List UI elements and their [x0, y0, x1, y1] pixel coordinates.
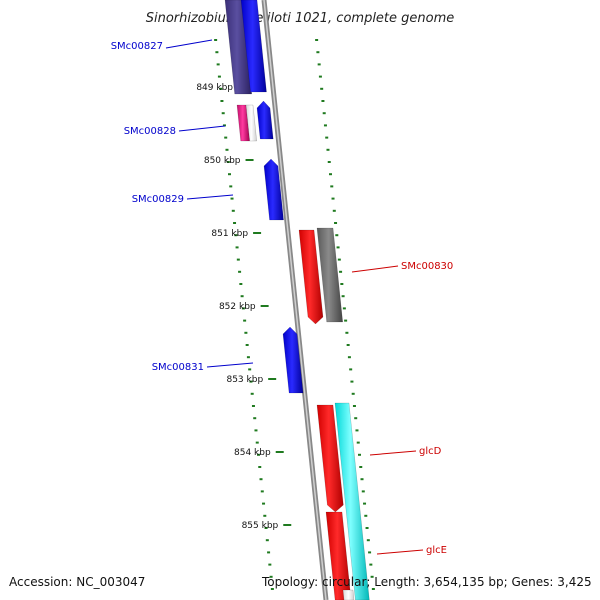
- gene-bar-smc00830[interactable]: [298, 229, 324, 325]
- gene-leader-line: [376, 549, 424, 555]
- gene-bar-smc00829[interactable]: [263, 158, 284, 221]
- dotted-track-left: [214, 39, 274, 590]
- gene-label-smc00828[interactable]: SMc00828: [124, 126, 176, 137]
- kbp-tick-label: 853 kbp: [226, 375, 263, 385]
- gene-bar-glcd-ortholog[interactable]: [334, 402, 370, 600]
- kbp-tick-label: 850 kbp: [204, 156, 241, 166]
- gene-bar-smc00827[interactable]: [240, 0, 267, 93]
- gene-leader-line: [165, 39, 213, 49]
- kbp-tick-label: 852 kbp: [219, 302, 256, 312]
- gene-bar-glce[interactable]: [325, 511, 352, 600]
- map-title: Sinorhizobium meliloti 1021, complete ge…: [146, 11, 455, 26]
- kbp-tick-label: 854 kbp: [234, 448, 271, 458]
- gene-bar-smc00827-ortholog[interactable]: [224, 0, 252, 95]
- gene-label-smc00829[interactable]: SMc00829: [132, 194, 184, 205]
- kbp-tick-label: 851 kbp: [211, 229, 248, 239]
- kbp-tick-label: 855 kbp: [242, 521, 279, 531]
- gene-features: [224, 0, 370, 600]
- gene-leader-line: [369, 450, 417, 456]
- backbone-line: [261, 0, 329, 600]
- gene-label-glcd[interactable]: glcD: [419, 446, 442, 457]
- gene-leader-line: [206, 362, 254, 368]
- topology-summary: Topology: circular; Length: 3,654,135 bp…: [262, 575, 592, 589]
- gene-bar-smc00828[interactable]: [256, 100, 274, 140]
- gene-bar-smc00828-blank[interactable]: [245, 104, 257, 142]
- gene-bar-smc00830-ortholog[interactable]: [316, 227, 343, 323]
- gene-label-smc00830[interactable]: SMc00830: [401, 261, 453, 272]
- accession-text: Accession: NC_003047: [9, 575, 146, 589]
- dotted-track-right: [315, 39, 375, 590]
- gene-bar-smc00831[interactable]: [282, 326, 304, 394]
- gene-label-smc00827[interactable]: SMc00827: [111, 41, 163, 52]
- gene-bar-glcd[interactable]: [316, 404, 344, 513]
- gene-leader-line: [351, 265, 399, 273]
- kbp-tick-label: 849 kbp: [196, 83, 233, 93]
- gene-bar-glce-end[interactable]: [342, 589, 355, 600]
- gene-leader-line: [186, 194, 234, 200]
- gene-label-glce[interactable]: glcE: [426, 545, 447, 556]
- gene-leader-line: [178, 125, 226, 132]
- gene-labels: SMc00827 SMc00828 SMc00829 SMc00830 SMc00831…: [111, 39, 453, 556]
- gene-label-smc00831[interactable]: SMc00831: [152, 362, 204, 373]
